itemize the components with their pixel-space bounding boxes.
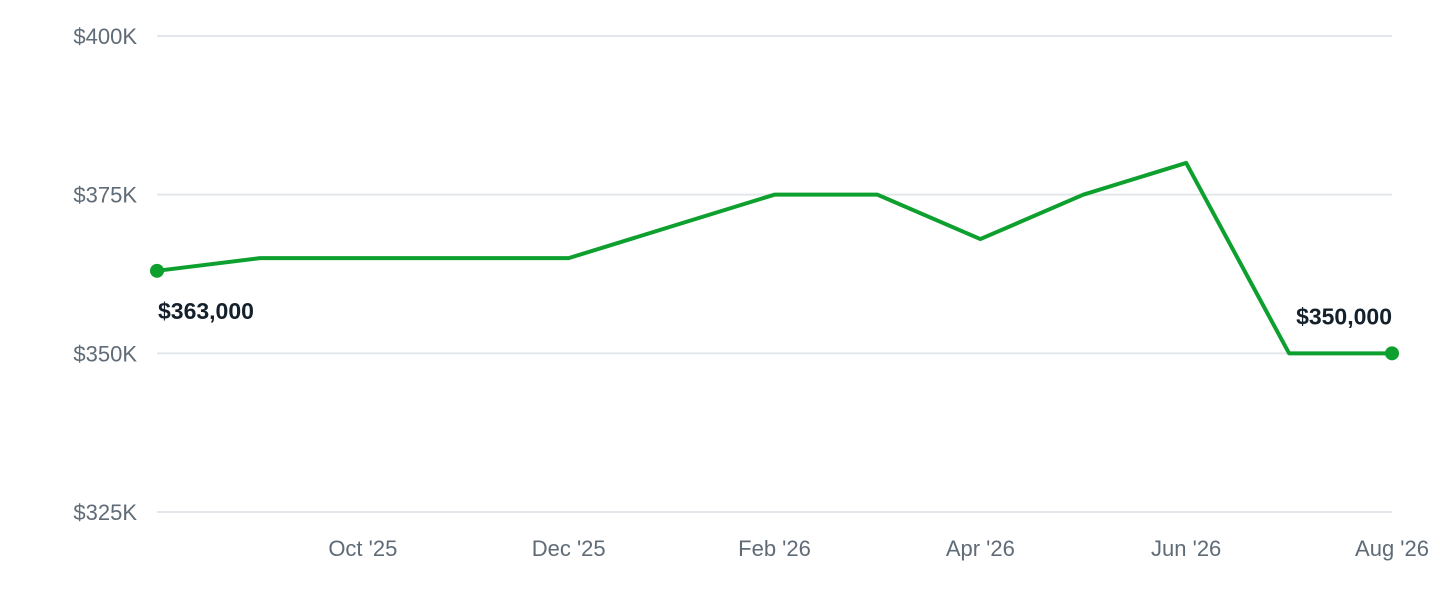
x-tick-label: Apr '26 xyxy=(946,536,1015,561)
end-point-label: $363,000 xyxy=(158,298,254,324)
end-point-marker xyxy=(150,263,164,278)
x-tick-label: Jun '26 xyxy=(1151,536,1221,561)
grid-lines xyxy=(157,35,1392,513)
x-tick-label: Feb '26 xyxy=(738,536,811,561)
series-line xyxy=(155,160,1394,356)
x-tick-label: Oct '25 xyxy=(328,536,397,561)
end-point-label: $350,000 xyxy=(1296,303,1392,329)
y-tick-label: $400K xyxy=(73,24,137,49)
end-point-markers xyxy=(150,263,1399,361)
y-tick-label: $325K xyxy=(73,500,137,525)
y-tick-label: $375K xyxy=(73,183,137,208)
end-point-marker xyxy=(1385,346,1399,361)
y-tick-label: $350K xyxy=(73,341,137,366)
x-tick-label: Aug '26 xyxy=(1355,536,1429,561)
x-tick-label: Dec '25 xyxy=(532,536,606,561)
series-layer xyxy=(155,160,1394,356)
x-axis-tick-labels: Oct '25 Dec '25 Feb '26 Apr '26 Jun '26 Aug '… xyxy=(328,536,1429,561)
end-point-labels: $363,000 $350,000 xyxy=(158,298,1392,330)
y-axis-tick-labels: $400K $375K $350K $325K xyxy=(73,24,137,525)
